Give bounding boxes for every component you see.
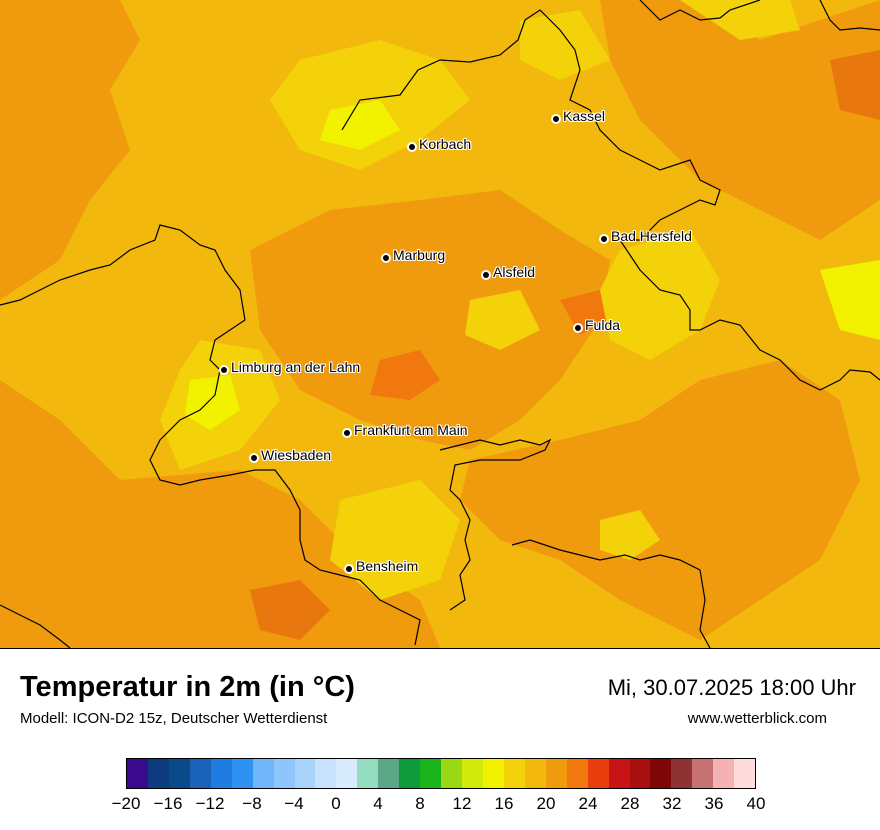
legend-tick-label: 8 [415, 794, 425, 813]
legend-swatch [566, 759, 588, 788]
legend-swatch [168, 759, 190, 788]
city-dot-icon [344, 564, 354, 574]
legend-tick-label: 28 [620, 794, 640, 813]
legend-swatch [608, 759, 630, 788]
city-dot-icon [249, 453, 259, 463]
city-label: Korbach [419, 136, 472, 152]
legend-swatch [482, 759, 504, 788]
legend-swatch [399, 759, 421, 788]
temperature-map: Kassel Korbach Bad Hersfeld Marburg Alsf… [0, 0, 880, 649]
legend-tick-label: 32 [662, 794, 682, 813]
model-source: Modell: ICON-D2 15z, Deutscher Wetterdie… [20, 710, 328, 727]
legend-swatch [692, 759, 714, 788]
legend-swatch [524, 759, 546, 788]
legend-swatch [294, 759, 316, 788]
forecast-datetime: Mi, 30.07.2025 18:00 Uhr [607, 675, 856, 700]
legend-swatch [273, 759, 295, 788]
website-link[interactable]: www.wetterblick.com [687, 710, 827, 727]
city-dot-icon [219, 365, 229, 375]
city-label: Marburg [393, 247, 446, 263]
legend-tick-label: 40 [746, 794, 766, 813]
legend-tick-label: −12 [195, 794, 225, 813]
city-label: Bad Hersfeld [611, 228, 692, 244]
legend-swatch [734, 759, 756, 788]
legend-tick-label: 36 [704, 794, 724, 813]
city-dot-icon [407, 142, 417, 152]
city-dot-icon [481, 270, 491, 280]
map-footer: Temperatur in 2m (in °C) Modell: ICON-D2… [0, 649, 880, 830]
legend-swatch [587, 759, 609, 788]
legend-swatch [671, 759, 693, 788]
legend-tick-label: −16 [153, 794, 183, 813]
legend-swatch [441, 759, 462, 788]
city-label: Bensheim [356, 558, 419, 574]
legend-tick-label: −8 [242, 794, 262, 813]
legend-swatch [420, 759, 442, 788]
legend-tick-label: 12 [452, 794, 472, 813]
city-dot-icon [381, 253, 391, 263]
city-label: Wiesbaden [261, 447, 332, 463]
legend-tick-label: −20 [111, 794, 141, 813]
legend-swatch [503, 759, 525, 788]
city-label: Alsfeld [493, 264, 536, 280]
city-dot-icon [551, 114, 561, 124]
legend-tick-label: 0 [331, 794, 341, 813]
legend-swatch [629, 759, 651, 788]
legend-tick-label: 4 [373, 794, 383, 813]
city-label: Kassel [563, 108, 606, 124]
legend-swatch [713, 759, 735, 788]
legend-swatch [650, 759, 672, 788]
legend-swatch [189, 759, 211, 788]
city-label: Fulda [585, 317, 621, 333]
temperature-field [0, 0, 880, 648]
city-label: Frankfurt am Main [354, 422, 468, 438]
legend-swatch [336, 759, 358, 788]
legend-swatch [252, 759, 274, 788]
legend-swatch [127, 759, 148, 788]
city-dot-icon [599, 234, 609, 244]
legend-swatch [378, 759, 400, 788]
legend-swatch [231, 759, 253, 788]
color-scale-ticks: −20 −16 −12 −8 −4 0 4 8 12 16 20 24 28 32 36 40 [0, 794, 880, 818]
legend-swatch [315, 759, 337, 788]
map-title: Temperatur in 2m (in °C) [20, 671, 355, 703]
legend-swatch [210, 759, 232, 788]
legend-tick-label: 16 [494, 794, 514, 813]
legend-swatch [545, 759, 567, 788]
city-dot-icon [342, 428, 352, 438]
legend-tick-label: 24 [578, 794, 598, 813]
legend-swatch [462, 759, 483, 788]
legend-swatch [147, 759, 169, 788]
city-dot-icon [573, 323, 583, 333]
legend-swatch [357, 759, 379, 788]
legend-tick-label: −4 [284, 794, 304, 813]
color-scale-legend [126, 758, 756, 789]
legend-tick-label: 20 [536, 794, 556, 813]
city-label: Limburg an der Lahn [231, 359, 361, 375]
